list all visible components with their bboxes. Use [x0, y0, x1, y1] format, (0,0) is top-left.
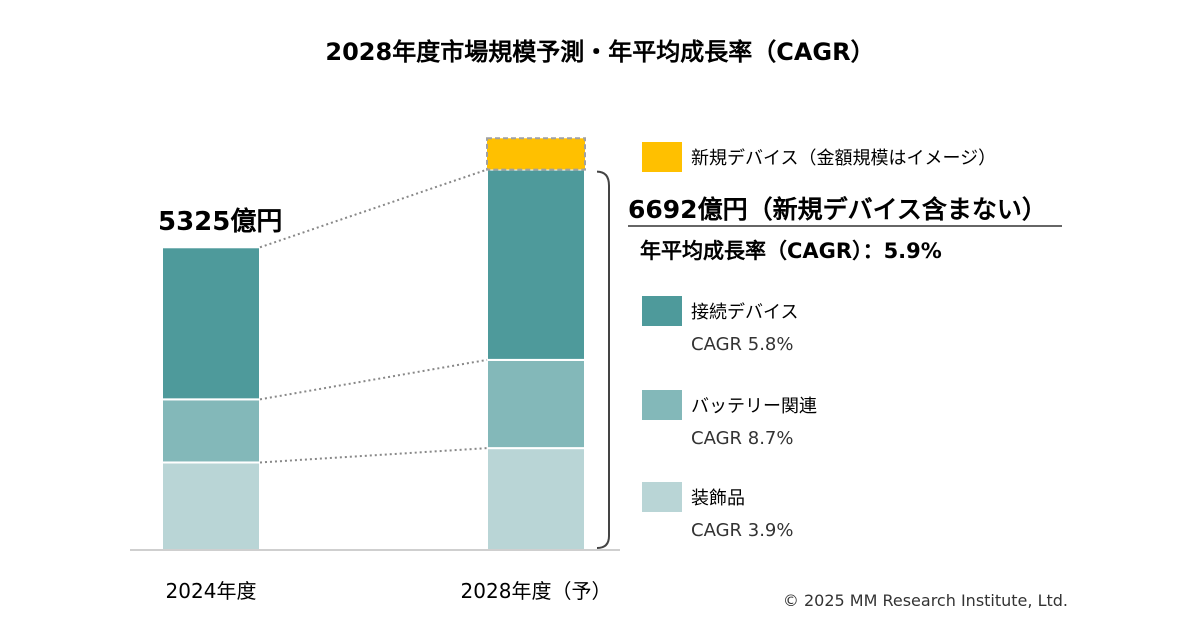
legend: 新規デバイス（金額規模はイメージ） 接続デバイス CAGR 5.8% バッテリー関連 C…	[642, 142, 996, 541]
x-tick-label: 2024年度	[166, 579, 257, 603]
legend-label: バッテリー関連	[691, 396, 817, 417]
copyright: © 2025 MM Research Institute, Ltd.	[783, 591, 1068, 610]
legend-label: 装飾品	[691, 488, 745, 509]
connectors	[259, 168, 610, 549]
x-tick-label: 2028年度（予）	[461, 579, 612, 603]
legend-cagr: CAGR 3.9%	[691, 520, 793, 541]
connector-line	[259, 168, 488, 249]
bars	[161, 137, 586, 552]
bar-battery-0	[161, 398, 261, 464]
legend-swatch-connected	[642, 296, 682, 326]
bracket	[596, 170, 610, 549]
bar-battery-1	[486, 358, 586, 450]
legend-label: 新規デバイス（金額規模はイメージ）	[691, 148, 996, 169]
cagr-total: 年平均成長率（CAGR）：5.9%	[640, 239, 942, 263]
legend-cagr: CAGR 8.7%	[691, 428, 793, 449]
total-labels: 5325億円 6692億円（新規デバイス含まない） 年平均成長率（CAGR）：5.9…	[158, 195, 1062, 263]
bar-connected-1	[486, 168, 586, 361]
legend-swatch-accessories	[642, 482, 682, 512]
legend-swatch-battery	[642, 390, 682, 420]
bar-accessories-0	[161, 461, 261, 551]
chart-title: 2028年度市場規模予測・年平均成長率（CAGR）	[325, 38, 874, 66]
legend-cagr: CAGR 5.8%	[691, 334, 793, 355]
legend-label: 接続デバイス	[691, 302, 798, 323]
bar-accessories-1	[486, 447, 586, 552]
connector-line	[259, 358, 488, 401]
legend-swatch-new_devices	[642, 142, 682, 172]
connector-line	[259, 447, 488, 464]
bar-connected-0	[161, 246, 261, 401]
bar-new_devices-1	[486, 137, 586, 171]
total-label-2024: 5325億円	[158, 207, 282, 237]
total-label-2028: 6692億円（新規デバイス含まない）	[628, 195, 1047, 224]
x-axis-labels: 2024年度 2028年度（予）	[166, 579, 612, 603]
